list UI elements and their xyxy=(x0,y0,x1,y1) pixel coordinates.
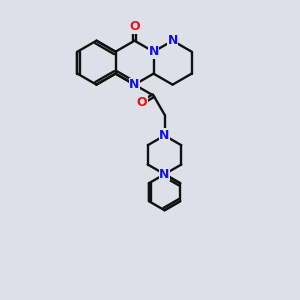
Text: N: N xyxy=(159,129,170,142)
Text: N: N xyxy=(129,78,140,91)
Text: O: O xyxy=(136,96,147,109)
Text: N: N xyxy=(167,34,178,47)
Text: N: N xyxy=(148,45,159,58)
Text: O: O xyxy=(129,20,140,33)
Text: N: N xyxy=(159,168,170,181)
